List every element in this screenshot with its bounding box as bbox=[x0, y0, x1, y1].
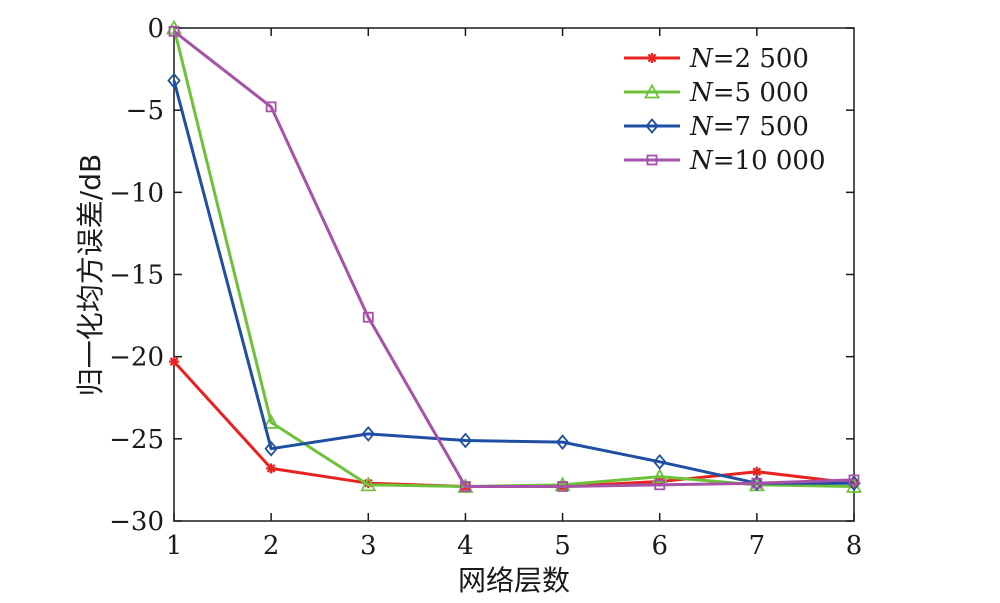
legend-item: N=5 000 bbox=[624, 78, 809, 108]
y-tick-label: −5 bbox=[126, 96, 164, 126]
data-point bbox=[169, 357, 179, 367]
legend-item: N=2 500 bbox=[624, 44, 809, 74]
legend-item: N=7 500 bbox=[624, 112, 809, 142]
legend-var: N bbox=[689, 112, 714, 142]
legend-var: N bbox=[689, 78, 714, 108]
legend-label: N=2 500 bbox=[689, 44, 809, 74]
y-tick-label: −30 bbox=[109, 507, 164, 537]
legend-label: N=7 500 bbox=[689, 112, 809, 142]
x-tick-label: 5 bbox=[554, 531, 571, 561]
legend-value: =10 000 bbox=[713, 146, 826, 176]
legend-label: N=5 000 bbox=[689, 78, 809, 108]
y-axis-title: 归一化均方误差/dB bbox=[74, 154, 107, 396]
legend-label: N=10 000 bbox=[689, 146, 826, 176]
x-tick-label: 2 bbox=[263, 531, 280, 561]
x-axis-title: 网络层数 bbox=[458, 564, 570, 597]
legend-marker bbox=[647, 53, 657, 63]
y-tick-label: −15 bbox=[109, 261, 164, 291]
x-tick-label: 8 bbox=[846, 531, 863, 561]
x-tick-label: 3 bbox=[360, 531, 377, 561]
x-tick-label: 1 bbox=[166, 531, 183, 561]
legend-value: =5 000 bbox=[713, 78, 809, 108]
data-point bbox=[752, 467, 762, 477]
legend-value: =2 500 bbox=[713, 44, 809, 74]
y-tick-label: −20 bbox=[109, 343, 164, 373]
x-tick-label: 7 bbox=[749, 531, 766, 561]
y-tick-label: −10 bbox=[109, 178, 164, 208]
y-tick-label: 0 bbox=[147, 14, 164, 44]
legend-value: =7 500 bbox=[713, 112, 809, 142]
legend-var: N bbox=[689, 146, 714, 176]
x-tick-label: 6 bbox=[651, 531, 668, 561]
legend-var: N bbox=[689, 44, 714, 74]
data-point bbox=[266, 463, 276, 473]
y-tick-label: −25 bbox=[109, 425, 164, 455]
legend-item: N=10 000 bbox=[624, 146, 826, 176]
x-tick-label: 4 bbox=[457, 531, 474, 561]
